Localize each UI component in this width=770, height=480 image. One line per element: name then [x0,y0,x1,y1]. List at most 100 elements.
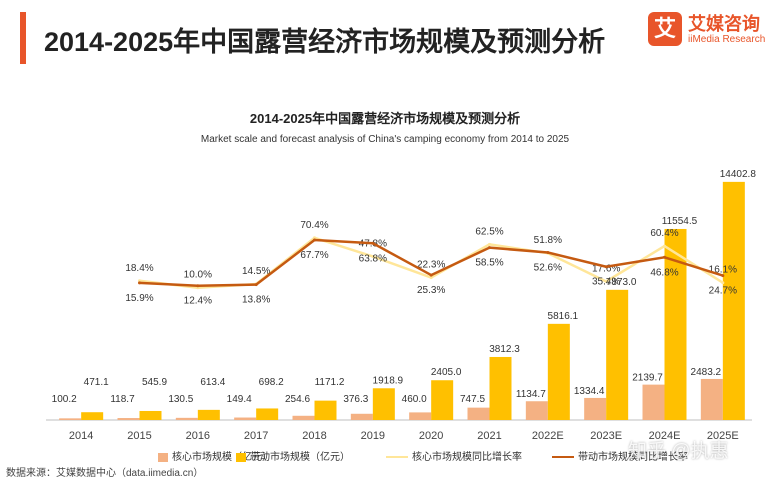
bar-core-2014 [59,418,82,420]
data-label-core-rate-2025E: 16.1% [709,265,737,276]
data-label-core-2016: 130.5 [168,394,193,405]
data-label-driven-rate-2017: 13.8% [242,295,270,306]
data-label-core-2014: 100.2 [52,394,77,405]
x-tick-label-2025E: 2025E [707,430,739,442]
data-label-core-2025E: 2483.2 [691,367,722,378]
legend-driven-scale-label: 带动市场规模（亿元） [250,452,350,463]
bar-driven-2019 [372,388,395,420]
data-label-driven-2018: 1171.2 [315,377,345,388]
legend-core-scale: 核心市场规模（亿元） [158,448,272,463]
x-tick-label-2019: 2019 [361,430,385,442]
point-driven-rate-2017 [254,283,258,287]
watermark: 知乎 @执惠 [628,441,729,462]
data-label-driven-rate-2018: 67.7% [300,250,328,261]
point-driven-rate-2023E [604,265,608,269]
bar-driven-2025E [722,181,745,420]
point-core-rate-2018 [313,236,316,240]
data-label-driven-2020: 2405.0 [431,367,462,378]
legend-core-rate: 核心市场规模同比增长率 [386,448,522,463]
x-tick-label-2022E: 2022E [532,430,564,442]
x-tick-label-2020: 2020 [419,430,443,442]
point-driven-rate-2024E [663,255,666,259]
data-label-driven-2015: 545.9 [142,377,167,388]
data-label-driven-2025E: 14402.8 [720,169,757,180]
bar-driven-2022E [547,323,570,420]
page-title: 2014-2025年中国露营经济市场规模及预测分析 [44,27,606,57]
point-driven-rate-2022E [546,251,550,255]
bar-core-2019 [350,413,373,420]
point-core-rate-2023E [604,279,608,283]
bar-core-2024E [642,384,665,420]
legend-core-rate-label: 核心市场规模同比增长率 [412,452,522,463]
point-core-rate-2025E [721,281,725,285]
data-source-note: 数据来源：艾媒数据中心（data.iimedia.cn） [6,468,204,479]
data-label-core-2018: 254.6 [285,394,310,405]
legend-driven-rate: 带动市场规模同比增长率 [552,448,688,463]
bar-driven-2021 [489,356,512,420]
bar-core-2021 [467,407,490,420]
data-label-driven-rate-2025E: 24.7% [709,286,737,297]
x-tick-label-2014: 2014 [69,430,93,442]
legend-driven-scale-swatch [236,452,246,462]
data-label-core-2021: 747.5 [460,394,485,405]
bar-core-2017 [234,417,257,420]
data-label-driven-rate-2021: 58.5% [475,258,503,269]
point-driven-rate-2019 [371,241,375,245]
point-core-rate-2024E [663,244,666,248]
bar-driven-2016 [197,409,220,420]
bar-driven-2017 [256,408,279,420]
data-label-driven-rate-2016: 12.4% [184,296,212,307]
bar-core-2015 [117,418,140,420]
legend-core-scale-swatch [158,452,168,462]
bar-driven-2015 [139,410,162,420]
bar-driven-2024E [664,228,687,420]
x-tick-label-2015: 2015 [127,430,151,442]
bar-driven-2014 [81,412,104,420]
point-driven-rate-2021 [488,246,491,250]
legend-core-scale-label: 核心市场规模（亿元） [172,452,272,463]
bar-core-2018 [292,415,315,420]
bar-core-2016 [175,417,198,420]
data-label-driven-rate-2022E: 52.6% [534,263,562,274]
bar-core-2025E [700,378,723,420]
x-tick-label-2021: 2021 [477,430,501,442]
data-label-core-rate-2017: 14.5% [242,266,270,277]
data-label-core-rate-2020: 22.3% [417,260,445,271]
data-label-core-2017: 149.4 [227,394,252,405]
point-driven-rate-2018 [313,238,316,242]
data-label-core-2024E: 2139.7 [632,373,663,384]
chart-subtitle: Market scale and forecast analysis of Ch… [200,134,570,145]
data-label-core-2019: 376.3 [343,394,368,405]
data-label-core-rate-2024E: 60.4% [650,228,678,239]
legend-driven-rate-label: 带动市场规模同比增长率 [578,452,688,463]
point-core-rate-2015 [138,279,141,283]
legend-core-rate-line [386,456,408,459]
data-label-driven-rate-2015: 15.9% [125,293,153,304]
logo-name-en: iiMedia Research [688,34,766,45]
legend-driven-scale: 带动市场规模（亿元） [236,448,350,463]
data-label-driven-2022E: 5816.1 [548,311,579,322]
point-driven-rate-2016 [196,284,200,288]
data-label-core-2015: 118.7 [110,394,135,405]
data-label-core-rate-2018: 70.4% [300,220,328,231]
data-label-driven-2023E: 7873.0 [606,277,637,288]
data-label-core-rate-2023E: 17.6% [592,263,620,274]
chart-title: 2014-2025年中国露营经济市场规模及预测分析 [249,111,521,126]
bar-driven-2023E [606,289,629,420]
data-label-driven-rate-2020: 25.3% [417,285,445,296]
x-tick-label-2024E: 2024E [649,430,681,442]
data-label-core-rate-2016: 10.0% [184,270,212,281]
data-label-core-2023E: 1334.4 [574,386,605,397]
x-tick-label-2016: 2016 [186,430,210,442]
x-tick-label-2018: 2018 [302,430,326,442]
data-label-core-rate-2015: 18.4% [125,263,153,274]
point-driven-rate-2025E [721,274,725,278]
bar-core-2023E [584,397,607,420]
x-tick-label-2017: 2017 [244,430,268,442]
title-accent-bar [20,12,26,64]
bar-core-2022E [525,401,548,420]
data-label-core-rate-2021: 62.5% [475,226,503,237]
bar-driven-2020 [431,380,454,420]
legend-driven-rate-line [552,456,574,459]
x-tick-label-2023E: 2023E [590,430,622,442]
